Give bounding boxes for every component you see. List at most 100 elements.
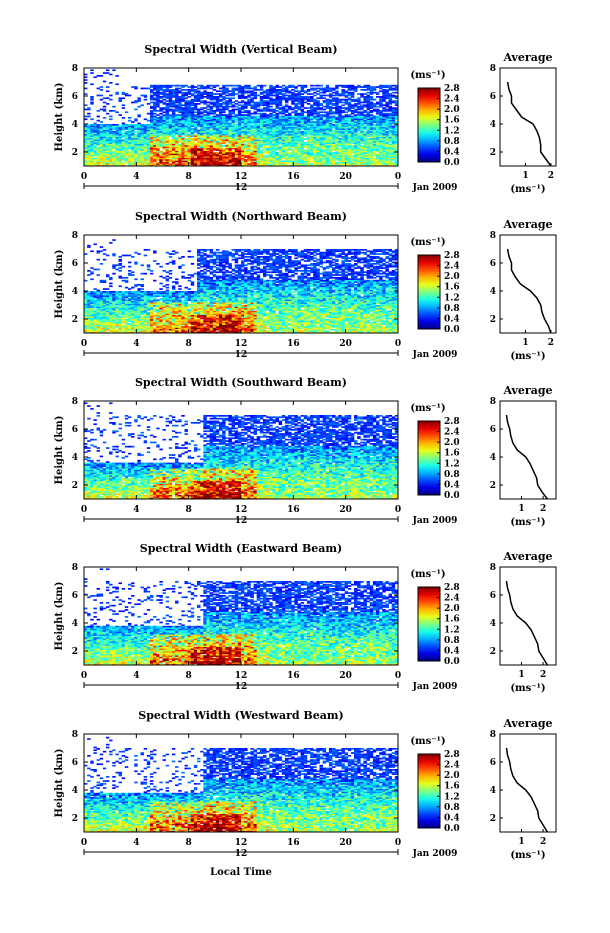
heatmap-cell xyxy=(235,114,238,116)
heatmap-cell xyxy=(301,93,304,95)
figure-svg: Spectral Width (Vertical Beam)2468Height… xyxy=(0,0,610,929)
heatmap-cell xyxy=(103,124,106,126)
heatmap-cell xyxy=(194,111,197,113)
heatmap-cell xyxy=(257,109,260,111)
heatmap-cell xyxy=(84,79,87,81)
heatmap-cell xyxy=(244,90,247,92)
heatmap-cell xyxy=(225,85,228,87)
heatmap-cell xyxy=(90,102,93,104)
heatmap-cell xyxy=(250,149,253,151)
heatmap-cell xyxy=(197,103,200,105)
heatmap-cell xyxy=(103,117,106,119)
heatmap-cell xyxy=(272,86,275,88)
heatmap-cell xyxy=(219,90,222,92)
heatmap-cell xyxy=(181,85,184,87)
heatmap-cell xyxy=(169,89,172,91)
heatmap-cell xyxy=(210,130,213,132)
heatmap-cell xyxy=(225,100,228,102)
heatmap-cell xyxy=(181,89,184,91)
heatmap-cell xyxy=(87,116,90,118)
heatmap-cell xyxy=(210,88,213,90)
heatmap-cell xyxy=(294,86,297,88)
heatmap-cell xyxy=(213,93,216,95)
heatmap-cell xyxy=(279,116,282,118)
heatmap-cell xyxy=(178,85,181,87)
heatmap-cell xyxy=(254,116,257,118)
heatmap-cell xyxy=(84,116,87,118)
heatmap-cell xyxy=(228,90,231,92)
heatmap-cell xyxy=(112,106,115,108)
heatmap-cell xyxy=(122,97,125,99)
heatmap-cell xyxy=(141,88,144,90)
heatmap-cell xyxy=(238,107,241,109)
heatmap-cell xyxy=(235,85,238,87)
heatmap-cell xyxy=(188,86,191,88)
heatmap-cell xyxy=(184,97,187,99)
heatmap-cell xyxy=(90,69,93,71)
heatmap-cell xyxy=(232,104,235,106)
heatmap-cell xyxy=(172,109,175,111)
heatmap-cell xyxy=(272,114,275,116)
heatmap-cell xyxy=(203,86,206,88)
heatmap-cell xyxy=(235,100,238,102)
heatmap-cell xyxy=(106,113,109,115)
heatmap-cell xyxy=(106,97,109,99)
heatmap-cell xyxy=(197,130,200,132)
heatmap-cell xyxy=(241,111,244,113)
heatmap-cell xyxy=(159,85,162,87)
heatmap-cell xyxy=(250,104,253,106)
heatmap-cell xyxy=(97,110,100,112)
heatmap-cell xyxy=(244,96,247,98)
heatmap-cell xyxy=(263,107,266,109)
heatmap-cell xyxy=(163,85,166,87)
heatmap-cell xyxy=(128,117,131,119)
heatmap-cell xyxy=(97,95,100,97)
heatmap-cell xyxy=(153,92,156,94)
heatmap-cell xyxy=(159,151,162,153)
heatmap-cell xyxy=(216,96,219,98)
heatmap-cell xyxy=(285,97,288,99)
heatmap-cell xyxy=(285,86,288,88)
heatmap-cell xyxy=(134,118,137,120)
heatmap-cell xyxy=(153,113,156,115)
heatmap-cell xyxy=(263,85,266,87)
heatmap-cell xyxy=(219,99,222,101)
heatmap-cell xyxy=(153,116,156,118)
heatmap-cell xyxy=(228,110,231,112)
heatmap-cell xyxy=(244,102,247,104)
heatmap-cell xyxy=(112,110,115,112)
heatmap-cell xyxy=(115,124,118,126)
heatmap-cell xyxy=(257,89,260,91)
heatmap-cell xyxy=(282,93,285,95)
heatmap-cell xyxy=(269,113,272,115)
heatmap-cell xyxy=(254,102,257,104)
heatmap-cell xyxy=(232,97,235,99)
heatmap-cell xyxy=(93,158,96,160)
heatmap-cell xyxy=(178,88,181,90)
heatmap-cell xyxy=(100,95,103,97)
heatmap-cell xyxy=(115,92,118,94)
heatmap-cell xyxy=(150,102,153,104)
heatmap-cell xyxy=(206,111,209,113)
heatmap-cell xyxy=(263,95,266,97)
heatmap-cell xyxy=(254,92,257,94)
heatmap-cell xyxy=(84,74,87,76)
heatmap-cell xyxy=(225,114,228,116)
figure: Spectral Width (Vertical Beam)2468Height… xyxy=(0,0,610,929)
heatmap-cell xyxy=(225,95,228,97)
heatmap-cell xyxy=(235,158,238,160)
heatmap-cell xyxy=(272,99,275,101)
heatmap-cell xyxy=(238,104,241,106)
heatmap-cell xyxy=(203,96,206,98)
heatmap-cell xyxy=(288,85,291,87)
heatmap-cell xyxy=(90,118,93,120)
heatmap-cell xyxy=(115,75,118,77)
heatmap-cell xyxy=(178,144,181,146)
heatmap-cell xyxy=(141,95,144,97)
heatmap-cell xyxy=(197,90,200,92)
heatmap-cell xyxy=(288,106,291,108)
heatmap-cell xyxy=(100,109,103,111)
heatmap-cell xyxy=(291,92,294,94)
heatmap-cell xyxy=(238,85,241,87)
heatmap-cell xyxy=(194,158,197,160)
